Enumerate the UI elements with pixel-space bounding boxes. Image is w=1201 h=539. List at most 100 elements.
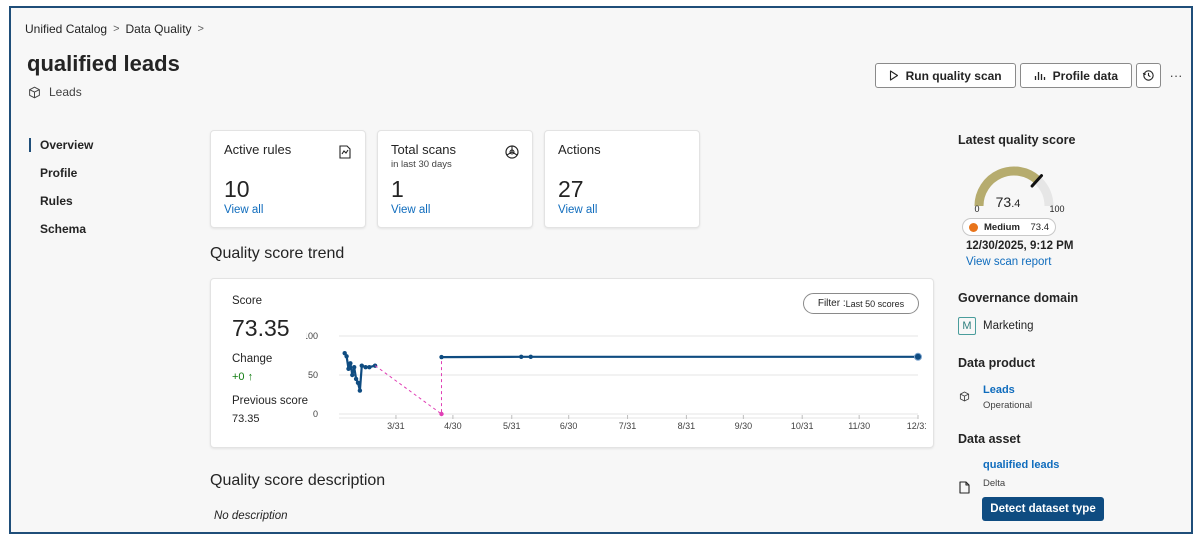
x-tick-label: 7/31 <box>619 421 637 431</box>
history-button[interactable] <box>1136 63 1161 88</box>
side-nav: Overview Profile Rules Schema <box>29 137 93 249</box>
total-scans-view-all-link[interactable]: View all <box>391 204 431 216</box>
breadcrumb-data-quality[interactable]: Data Quality <box>125 22 192 36</box>
more-options-icon[interactable]: ··· <box>1169 68 1183 83</box>
gauge-max-label: 100 <box>1049 204 1064 214</box>
change-label: Change <box>232 353 273 365</box>
scan-date: 12/30/2025, 9:12 PM <box>966 240 1074 252</box>
data-point <box>353 376 359 382</box>
data-point <box>439 411 444 417</box>
badge-value: 73.4 <box>1030 221 1050 233</box>
total-scans-card: Total scans in last 30 days 1 View all <box>377 130 533 228</box>
data-point <box>363 365 368 370</box>
data-asset-type: Delta <box>983 478 1006 489</box>
filter-prefix: Filter : <box>817 298 846 309</box>
actions-card: Actions 27 View all <box>544 130 700 228</box>
data-point <box>367 365 372 370</box>
breadcrumb-separator: > <box>197 23 204 35</box>
quality-score-description-heading: Quality score description <box>210 472 386 489</box>
series-line-0 <box>343 352 376 392</box>
latest-quality-score-heading: Latest quality score <box>958 133 1076 147</box>
domain-name[interactable]: Marketing <box>983 320 1034 332</box>
active-rules-card: Active rules 10 View all <box>210 130 366 228</box>
y-tick-label: 0 <box>313 409 318 419</box>
gauge-needle <box>1030 174 1043 188</box>
domain-letter-badge: M <box>958 317 976 335</box>
page-title: qualified leads <box>27 51 180 76</box>
data-point <box>519 354 524 359</box>
play-icon <box>889 70 898 81</box>
run-quality-scan-label: Run quality scan <box>905 68 1002 83</box>
previous-score-value: 73.35 <box>232 413 260 425</box>
score-value: 73.35 <box>232 315 290 341</box>
quality-score-trend-heading: Quality score trend <box>210 245 345 262</box>
medium-status-dot <box>969 222 978 232</box>
profile-data-label: Profile data <box>1052 68 1118 83</box>
app-frame: Unified Catalog > Data Quality > qualifi… <box>9 6 1193 534</box>
data-point <box>528 354 533 359</box>
nav-item-schema[interactable]: Schema <box>40 222 87 236</box>
data-asset-heading: Data asset <box>958 432 1021 446</box>
actions-view-all-link[interactable]: View all <box>558 204 598 216</box>
data-point <box>359 363 364 368</box>
data-point <box>914 352 922 361</box>
total-scans-title: Total scans <box>391 142 457 157</box>
change-value: +0 ↑ <box>232 371 254 383</box>
data-point <box>344 354 349 359</box>
detect-dataset-type-button[interactable]: Detect dataset type <box>982 497 1104 521</box>
quality-trend-card: Score 73.35 Change +0 ↑ Previous score 7… <box>210 278 934 448</box>
actions-title: Actions <box>558 142 601 157</box>
view-scan-report-link[interactable]: View scan report <box>966 256 1052 268</box>
toolbar: Run quality scan Profile data ··· <box>874 63 1187 88</box>
series-line-1 <box>374 357 442 415</box>
right-panel: Latest quality score 73.4 0 100 Medium 73.… <box>958 8 1188 532</box>
nav-item-overview[interactable]: Overview <box>29 137 93 165</box>
nav-item-profile[interactable]: Profile <box>40 166 78 180</box>
profile-data-button[interactable]: Profile data <box>1019 63 1132 88</box>
rules-icon <box>339 145 351 159</box>
data-point <box>357 388 363 393</box>
x-tick-label: 4/30 <box>444 421 462 431</box>
x-tick-label: 9/30 <box>735 421 753 431</box>
filter-pill[interactable]: Filter : Last 50 scores <box>803 293 919 314</box>
breadcrumb-separator: > <box>113 23 120 35</box>
actions-value: 27 <box>558 176 584 202</box>
total-scans-subtitle: in last 30 days <box>391 159 452 170</box>
data-point <box>348 361 353 366</box>
gauge-min-label: 0 <box>974 204 979 214</box>
breadcrumb: Unified Catalog > Data Quality > <box>25 22 204 36</box>
x-tick-label: 3/31 <box>387 421 405 431</box>
y-tick-label: 50 <box>308 370 318 380</box>
badge-label: Medium <box>984 221 1020 233</box>
x-tick-label: 12/31 <box>907 421 926 431</box>
data-product-link[interactable]: Leads <box>983 384 1015 396</box>
active-rules-title: Active rules <box>224 142 292 157</box>
data-point <box>350 372 355 378</box>
file-icon <box>959 481 970 494</box>
run-quality-scan-button[interactable]: Run quality scan <box>874 63 1016 88</box>
active-rules-value: 10 <box>224 176 250 202</box>
active-rules-view-all-link[interactable]: View all <box>224 204 264 216</box>
quality-trend-chart: 100 50 0 3/31 4/30 5/31 6/30 7/31 8/31 9/30 10/31 1… <box>306 331 926 431</box>
data-product-heading: Data product <box>958 356 1036 370</box>
nav-item-rules[interactable]: Rules <box>40 194 73 208</box>
score-label: Score <box>232 295 263 307</box>
data-point <box>346 366 351 371</box>
y-tick-label: 100 <box>306 331 318 341</box>
quality-score-gauge: 73.4 0 100 <box>974 166 1065 214</box>
gauge-value: 73.4 <box>996 194 1021 210</box>
data-product-status: Operational <box>983 400 1033 411</box>
x-tick-label: 8/31 <box>678 421 696 431</box>
quality-badge: Medium 73.4 <box>962 218 1056 236</box>
x-tick-label: 6/30 <box>560 421 578 431</box>
scan-icon <box>505 145 519 159</box>
data-point <box>355 380 361 385</box>
data-asset-link[interactable]: qualified leads <box>983 459 1060 471</box>
breadcrumb-unified-catalog[interactable]: Unified Catalog <box>25 22 108 36</box>
bar-chart-icon <box>1034 72 1045 80</box>
asset-subtitle: Leads <box>28 85 82 99</box>
cube-icon <box>29 86 40 98</box>
governance-domain-heading: Governance domain <box>958 291 1079 305</box>
gauge-fill <box>974 166 1041 207</box>
x-tick-label: 5/31 <box>503 421 521 431</box>
